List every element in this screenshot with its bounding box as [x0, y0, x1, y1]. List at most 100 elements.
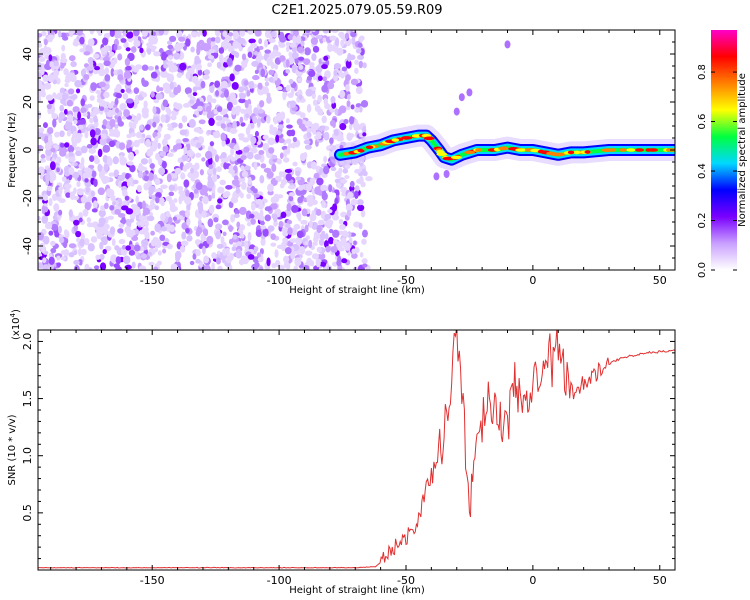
noise-speckle	[69, 30, 74, 38]
noise-speckle	[208, 164, 214, 170]
noise-speckle	[64, 142, 70, 148]
noise-speckle	[103, 60, 111, 67]
noise-speckle	[135, 195, 140, 205]
noise-speckle	[334, 189, 339, 194]
noise-speckle	[80, 107, 87, 114]
noise-speckle	[310, 37, 319, 45]
noise-speckle	[43, 135, 49, 144]
noise-speckle	[317, 75, 323, 82]
noise-speckle	[281, 227, 288, 233]
noise-speckle	[90, 190, 95, 197]
noise-speckle	[333, 63, 342, 70]
noise-speckle	[38, 110, 42, 120]
noise-speckle	[135, 228, 140, 235]
noise-speckle	[253, 193, 260, 198]
noise-speckle	[136, 221, 142, 226]
noise-speckle	[233, 144, 240, 152]
spur-point	[443, 170, 450, 178]
noise-speckle	[270, 242, 277, 247]
spur-point	[458, 93, 465, 102]
noise-speckle	[211, 192, 216, 199]
noise-speckle	[139, 47, 144, 54]
noise-speckle	[250, 147, 258, 154]
noise-speckle	[208, 49, 216, 54]
noise-speckle	[75, 230, 82, 238]
noise-speckle	[132, 179, 139, 185]
noise-speckle	[117, 53, 123, 61]
noise-speckle	[77, 247, 82, 257]
noise-speckle	[77, 124, 84, 130]
noise-speckle	[327, 236, 334, 245]
noise-speckle	[64, 183, 72, 190]
noise-speckle	[108, 140, 116, 148]
noise-speckle	[47, 34, 55, 40]
noise-speckle	[354, 107, 361, 113]
noise-speckle	[93, 265, 100, 270]
noise-speckle	[84, 263, 90, 270]
noise-speckle	[192, 91, 198, 97]
noise-speckle	[230, 50, 237, 56]
noise-speckle	[118, 238, 126, 245]
noise-speckle	[350, 31, 357, 38]
noise-speckle	[122, 255, 131, 265]
noise-speckle	[64, 230, 70, 239]
noise-speckle	[197, 105, 203, 112]
noise-speckle	[141, 106, 149, 116]
noise-speckle	[333, 70, 338, 76]
noise-speckle	[295, 176, 302, 181]
noise-speckle	[278, 137, 285, 144]
noise-speckle	[308, 70, 316, 77]
noise-speckle	[167, 55, 174, 60]
noise-speckle	[42, 264, 50, 270]
noise-speckle	[133, 139, 140, 148]
noise-speckle	[287, 185, 296, 190]
noise-speckle	[267, 183, 274, 192]
noise-speckle	[244, 240, 248, 249]
noise-speckle	[344, 174, 350, 179]
noise-speckle	[247, 30, 255, 35]
noise-speckle	[209, 85, 215, 94]
noise-speckle	[208, 95, 213, 104]
noise-speckle	[80, 248, 87, 256]
noise-speckle	[38, 84, 46, 93]
noise-speckle	[165, 49, 173, 55]
noise-speckle	[332, 229, 340, 238]
noise-speckle	[162, 30, 169, 36]
noise-speckle	[246, 151, 254, 160]
spur-point	[453, 107, 460, 116]
noise-speckle	[38, 96, 42, 103]
noise-speckle	[50, 247, 57, 254]
noise-speckle	[354, 190, 359, 200]
noise-speckle	[285, 84, 291, 92]
noise-speckle	[129, 164, 136, 173]
noise-speckle	[184, 209, 191, 218]
noise-speckle	[215, 115, 223, 121]
noise-speckle	[296, 230, 304, 239]
carrier-peak	[365, 145, 374, 150]
spectrogram-y-label: Frequency (Hz)	[7, 112, 18, 188]
noise-speckle	[196, 226, 203, 235]
noise-speckle	[362, 229, 368, 238]
noise-speckle	[134, 116, 139, 125]
noise-speckle	[166, 173, 172, 183]
noise-speckle	[233, 175, 239, 181]
noise-speckle	[298, 94, 303, 101]
noise-speckle	[297, 214, 302, 222]
noise-speckle	[93, 53, 100, 59]
noise-speckle	[168, 67, 174, 73]
noise-speckle	[150, 91, 155, 98]
noise-speckle	[112, 156, 119, 165]
noise-speckle	[54, 94, 60, 100]
noise-speckle	[75, 118, 83, 127]
noise-speckle	[216, 243, 224, 249]
noise-speckle	[245, 113, 250, 119]
noise-speckle	[66, 129, 72, 137]
noise-speckle	[114, 209, 121, 215]
noise-speckle	[38, 72, 42, 80]
noise-speckle	[103, 56, 110, 62]
noise-speckle	[88, 147, 97, 154]
noise-speckle	[48, 54, 53, 62]
colorbar: 0.0 0.2 0.4 0.6 0.8 Normalized spectral ampl…	[697, 30, 748, 278]
noise-speckle	[58, 187, 63, 195]
